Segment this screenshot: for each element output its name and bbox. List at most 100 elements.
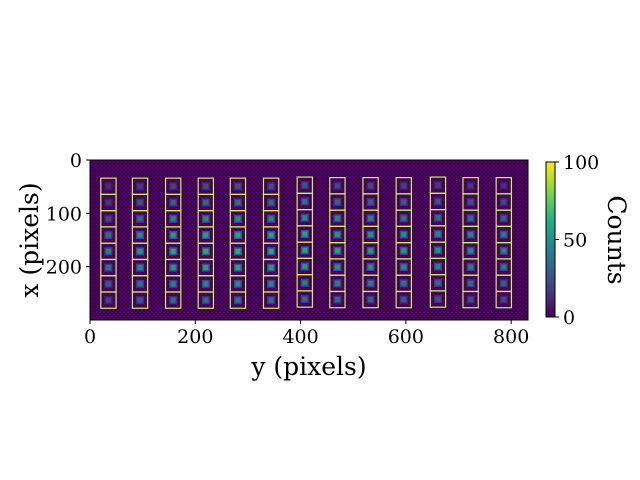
spot [468,232,474,238]
spot [105,232,111,238]
spot [435,182,441,188]
spot [235,200,241,206]
x-tick-label: 400 [282,326,318,348]
spot [235,216,241,222]
spot [235,281,241,287]
spot [401,183,407,189]
spot [137,281,143,287]
spot [170,281,176,287]
colorbar-ticks: 0 50 100 [555,152,599,329]
spot [368,199,374,205]
spot [235,232,241,238]
colorbar-tick-label: 0 [563,307,575,329]
spot [468,297,474,303]
spot [501,199,507,205]
spot [401,264,407,270]
spot [334,264,340,270]
spot [203,232,209,238]
heatmap-background [90,160,528,320]
spot [302,198,308,204]
spot [401,232,407,238]
spot [235,265,241,271]
spot [170,297,176,303]
spot [203,297,209,303]
spot [170,183,176,189]
spot [105,265,111,271]
spot [501,232,507,238]
spot [401,248,407,254]
spot [435,198,441,204]
spot [468,215,474,221]
spot [435,215,441,221]
spot-box [296,290,314,308]
spot [137,232,143,238]
spot [501,280,507,286]
spot [302,296,308,302]
spot [105,183,111,189]
spot [268,281,274,287]
spot [268,200,274,206]
spot [334,248,340,254]
colorbar-gradient [545,161,556,318]
spot [334,215,340,221]
spot-box [462,290,479,309]
spot [401,280,407,286]
spot [334,199,340,205]
spot-box [495,290,513,309]
x-axis-ticks: 0 200 400 600 800 [84,320,529,348]
spot [401,215,407,221]
spot [435,264,441,270]
spots-layer [104,181,508,305]
spot-box [100,291,117,309]
plot-frame [89,159,529,321]
x-tick-label: 200 [177,326,213,348]
spot [203,248,209,254]
spot [170,232,176,238]
spot-box [131,291,149,309]
spot [334,232,340,238]
spot [137,248,143,254]
y-tick-label: 0 [70,150,82,172]
spot [302,231,308,237]
spot [368,297,374,303]
spot [501,183,507,189]
spot [468,183,474,189]
spot [268,297,274,303]
spot [137,200,143,206]
spot [170,200,176,206]
spot [302,215,308,221]
spot-box [229,291,247,309]
spot [235,248,241,254]
spot [203,281,209,287]
colorbar-tick-label: 50 [563,230,587,252]
spot-box [395,290,412,309]
spot [203,216,209,222]
spot [468,280,474,286]
spot [170,248,176,254]
spot [268,248,274,254]
spot [137,183,143,189]
spot-box [429,290,447,308]
spot [268,232,274,238]
spot-box [164,291,182,309]
spot [302,247,308,253]
spot [302,280,308,286]
heatmap-image [90,160,528,320]
spot [235,183,241,189]
spot [105,297,111,303]
spot [105,248,111,254]
spot [368,264,374,270]
y-tick-label: 200 [46,257,82,279]
spot [401,199,407,205]
colorbar-label: Counts [602,195,631,284]
spot [468,248,474,254]
spot [501,297,507,303]
spot [302,264,308,270]
spot [268,183,274,189]
spot [468,199,474,205]
spot [170,216,176,222]
spot-box [329,290,346,309]
spot [368,248,374,254]
spot [302,182,308,188]
